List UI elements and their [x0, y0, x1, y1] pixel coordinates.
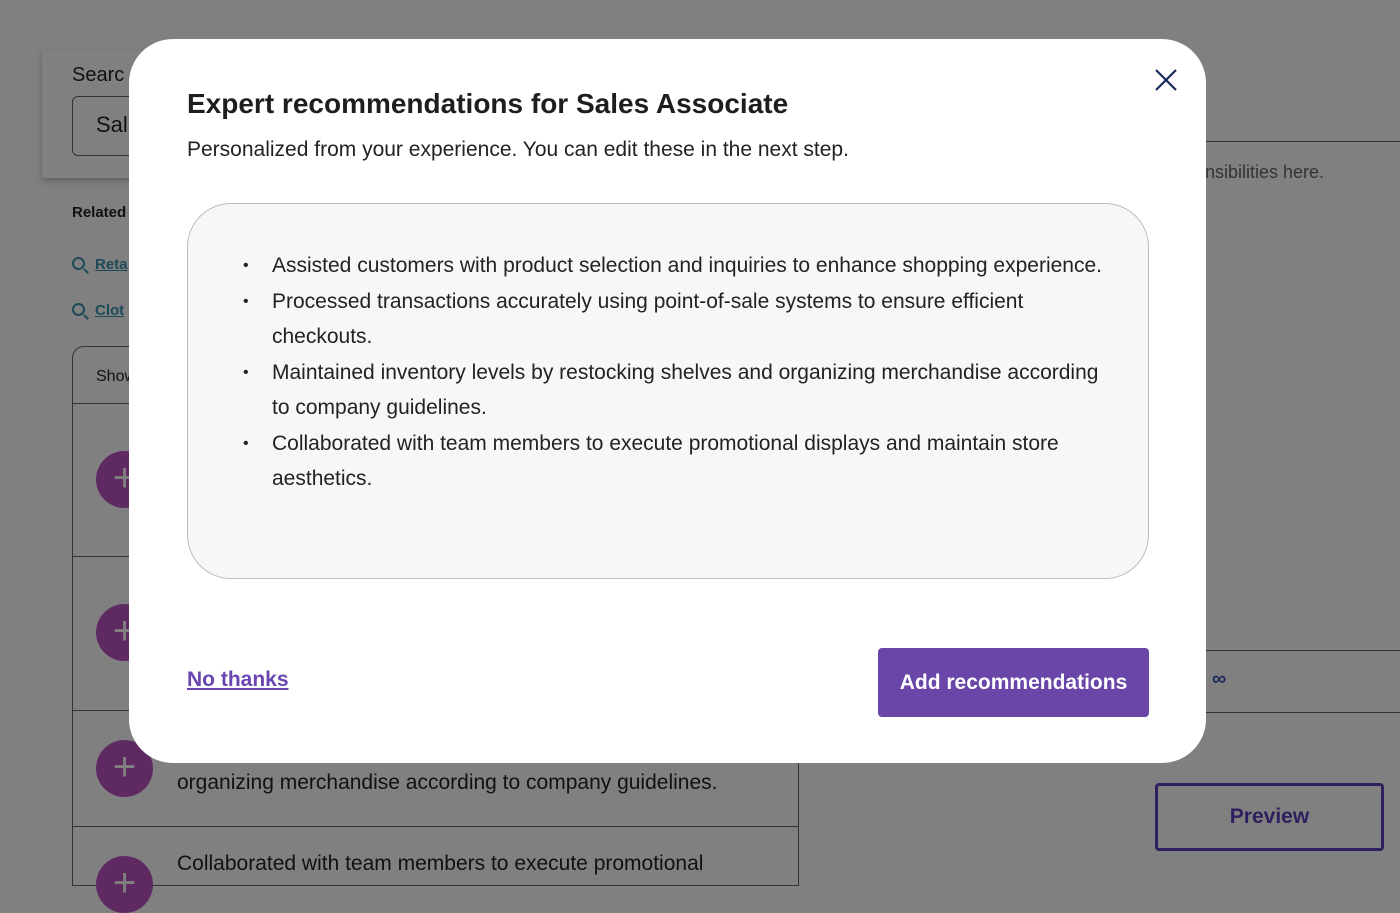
recommendations-box: Assisted customers with product selectio…	[187, 203, 1149, 579]
editor-placeholder: nsibilities here.	[1205, 162, 1325, 182]
close-icon	[1155, 69, 1177, 91]
recommendations-list: Assisted customers with product selectio…	[243, 248, 1102, 497]
search-icon	[72, 257, 85, 270]
list-header: Show	[96, 368, 137, 385]
recommendation-item: Maintained inventory levels by restockin…	[243, 355, 1102, 425]
close-button[interactable]	[1150, 64, 1182, 96]
add-recommendations-button[interactable]: Add recommendations	[878, 648, 1149, 717]
related-link-1[interactable]: Reta	[95, 256, 128, 273]
recommendation-item: Collaborated with team members to execut…	[243, 426, 1102, 496]
link-icon[interactable]: ∞	[1212, 668, 1227, 690]
related-label: Related	[72, 204, 127, 221]
no-thanks-link[interactable]: No thanks	[187, 668, 289, 691]
recommendation-item: Processed transactions accurately using …	[243, 284, 1102, 354]
search-icon	[72, 303, 85, 316]
list-item-text: Collaborated with team members to execut…	[177, 852, 704, 875]
divider	[1200, 712, 1400, 713]
search-input-value: Sal	[96, 112, 128, 137]
recommendation-item: Assisted customers with product selectio…	[243, 248, 1102, 283]
modal-subtitle: Personalized from your experience. You c…	[187, 138, 849, 161]
search-label: Searc	[72, 64, 125, 86]
add-item-button[interactable]: +	[96, 856, 153, 913]
modal-title: Expert recommendations for Sales Associa…	[187, 88, 789, 119]
divider	[72, 826, 799, 827]
preview-button[interactable]: Preview	[1155, 783, 1384, 851]
divider	[1200, 650, 1400, 651]
related-link-2[interactable]: Clot	[95, 302, 125, 319]
divider	[1200, 141, 1400, 142]
list-item-text: organizing merchandise according to comp…	[177, 771, 718, 794]
